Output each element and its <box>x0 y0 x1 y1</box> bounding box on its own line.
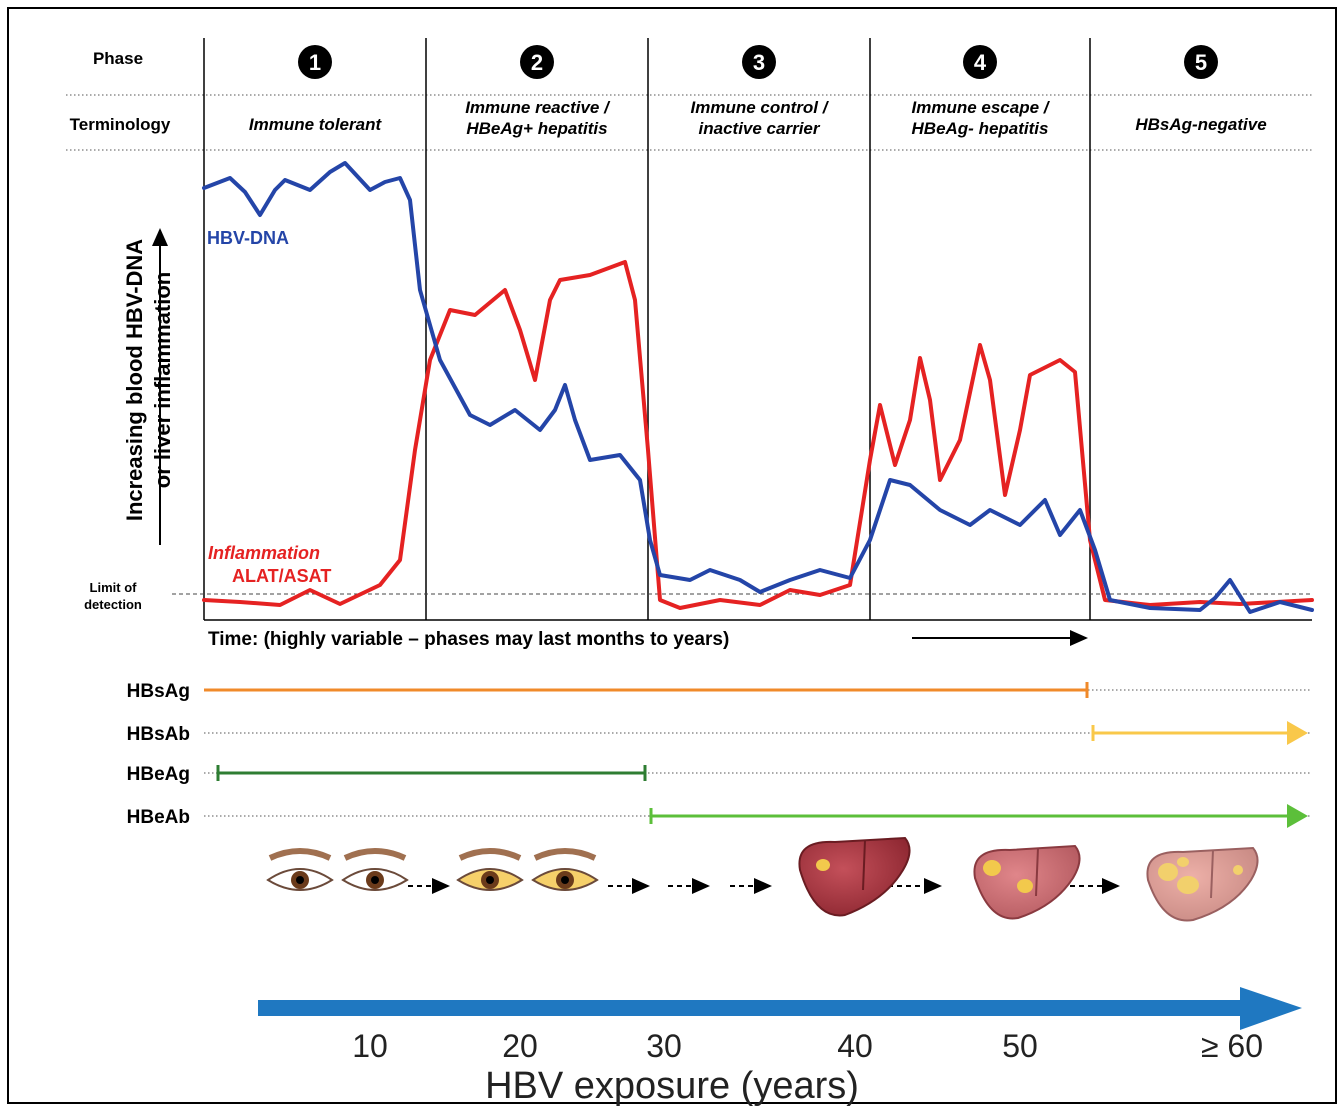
liver-icon <box>973 844 1081 920</box>
age-label: 30 <box>646 1028 682 1064</box>
hbv-dna-label: HBV-DNA <box>207 228 289 248</box>
limit-label: detection <box>84 597 142 612</box>
age-label: 10 <box>352 1028 388 1064</box>
phase-badge <box>298 45 332 79</box>
phase-header: Phase <box>93 49 143 68</box>
hbv-dna-curve <box>202 161 1314 614</box>
phase-terminology: Immune control / <box>691 98 830 117</box>
eye-icon <box>266 848 334 891</box>
age-label: 20 <box>502 1028 538 1064</box>
phase-terminology: HBeAg- hepatitis <box>912 119 1049 138</box>
phase-terminology: Immune tolerant <box>249 115 383 134</box>
phase-badge <box>742 45 776 79</box>
eye-icon <box>456 848 524 891</box>
phase-terminology: HBsAg-negative <box>1135 115 1266 134</box>
marker-label: HBsAb <box>127 724 190 745</box>
phases: 1 Immune tolerant 2 Immune reactive / HBeAg+… <box>249 45 1267 138</box>
eye-icon <box>341 848 409 891</box>
frame <box>7 7 1337 1104</box>
inflammation-label: Inflammation <box>208 543 320 563</box>
phase-number: 5 <box>1195 50 1207 75</box>
inflammation-curve <box>202 260 1314 610</box>
marker-label: HBsAg <box>127 681 190 702</box>
phase-terminology: inactive carrier <box>699 119 821 138</box>
terminology-header: Terminology <box>70 115 171 134</box>
age-label: 40 <box>837 1028 873 1064</box>
phase-badge <box>963 45 997 79</box>
time-label: Time: (highly variable – phases may last… <box>208 629 729 650</box>
liver-icon <box>1146 846 1259 922</box>
exposure-arrow <box>258 987 1302 1030</box>
eye-icon <box>531 848 599 891</box>
age-label: ≥ 60 <box>1201 1028 1263 1064</box>
phase-terminology: HBeAg+ hepatitis <box>466 119 607 138</box>
phase-terminology: Immune escape / <box>911 98 1050 117</box>
inflammation-label: ALAT/ASAT <box>232 566 331 586</box>
y-axis-label: Increasing blood HBV-DNA <box>122 239 147 521</box>
phase-terminology: Immune reactive / <box>465 98 611 117</box>
phase-number: 4 <box>974 50 987 75</box>
marker-label: HBeAb <box>127 807 190 828</box>
phase-number: 1 <box>309 50 321 75</box>
phase-badge <box>1184 45 1218 79</box>
markers: HBsAg HBsAb HBeAg HBeAb <box>127 681 1312 828</box>
age-label: 50 <box>1002 1028 1038 1064</box>
liver-icon <box>798 836 911 917</box>
age-labels: 10 20 30 40 50 ≥ 60 <box>352 1028 1263 1064</box>
eye-icons <box>266 848 599 891</box>
phase-number: 2 <box>531 50 543 75</box>
phase-number: 3 <box>753 50 765 75</box>
marker-label: HBeAg <box>127 764 190 785</box>
y-axis-label: or liver inflammation <box>150 272 175 488</box>
limit-label: Limit of <box>90 580 138 595</box>
exposure-label: HBV exposure (years) <box>485 1065 859 1107</box>
liver-icons <box>798 836 1259 922</box>
phase-badge <box>520 45 554 79</box>
